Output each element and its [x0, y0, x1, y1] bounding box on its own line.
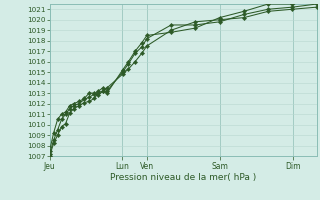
X-axis label: Pression niveau de la mer( hPa ): Pression niveau de la mer( hPa ) — [110, 173, 256, 182]
